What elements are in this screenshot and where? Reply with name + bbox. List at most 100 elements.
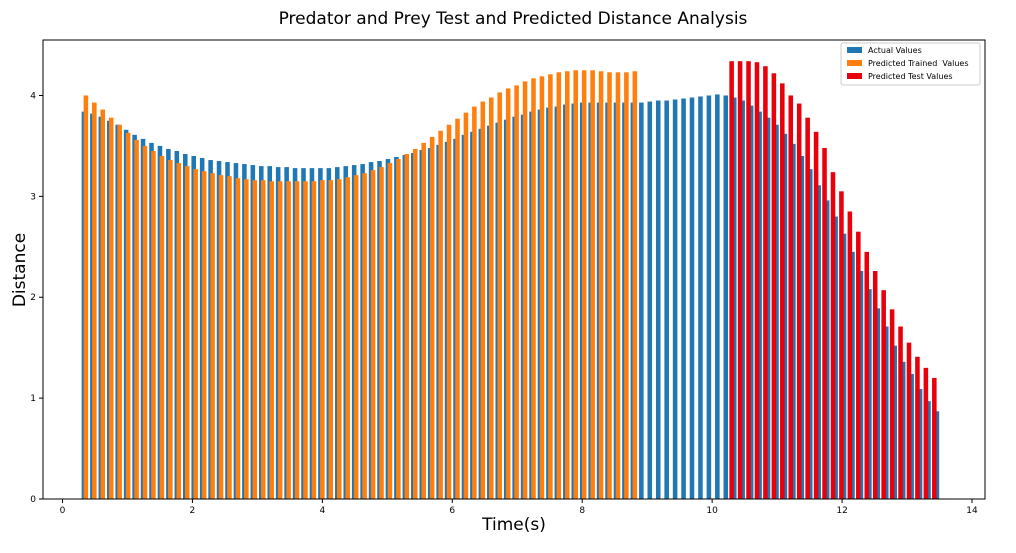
bar-1-51 <box>514 85 519 500</box>
bar-1-20 <box>252 180 258 499</box>
x-tick-label-2: 4 <box>319 506 325 516</box>
bar-2-11 <box>822 147 827 499</box>
bar-0-95 <box>883 326 889 499</box>
y-axis-label: Distance <box>10 233 30 307</box>
bar-1-56 <box>556 72 562 499</box>
legend-box <box>840 42 981 86</box>
bar-1-45 <box>463 112 469 499</box>
bar-1-16 <box>218 175 224 499</box>
x-tick-label-5: 10 <box>706 506 718 516</box>
bar-1-36 <box>387 163 393 499</box>
bar-1-27 <box>311 181 317 500</box>
bar-1-1 <box>92 102 97 500</box>
y-tick-label-3: 3 <box>30 192 36 202</box>
bar-2-7 <box>788 95 794 499</box>
bar-2-5 <box>771 73 777 499</box>
bar-1-48 <box>488 97 494 499</box>
bar-1-26 <box>303 181 308 500</box>
bar-1-62 <box>607 72 612 499</box>
bar-1-4 <box>117 124 122 500</box>
bar-1-32 <box>353 175 359 499</box>
bar-0-66 <box>639 102 644 500</box>
bar-0-77 <box>731 97 737 499</box>
bar-1-50 <box>505 88 511 500</box>
bar-2-15 <box>856 231 861 500</box>
bar-1-60 <box>590 70 595 499</box>
bar-2-6 <box>780 83 785 499</box>
bar-2-2 <box>746 61 751 500</box>
bar-1-13 <box>193 169 198 499</box>
bar-1-25 <box>294 181 300 500</box>
bar-0-74 <box>706 95 712 499</box>
bar-1-24 <box>286 181 291 500</box>
bar-0-86 <box>807 169 813 499</box>
legend-swatch-trained <box>847 60 862 66</box>
y-tick-label-4: 4 <box>30 91 36 101</box>
bar-2-4 <box>763 66 768 499</box>
bar-2-1 <box>737 61 743 500</box>
bar-0-96 <box>892 345 897 499</box>
bar-1-33 <box>362 173 367 499</box>
bar-0-87 <box>816 185 821 499</box>
legend-item-trained: Predicted Trained Values <box>847 59 969 68</box>
bar-0-70 <box>672 99 678 500</box>
bar-1-10 <box>168 160 173 500</box>
bar-1-41 <box>429 136 435 499</box>
bar-1-21 <box>260 180 266 499</box>
bar-1-5 <box>125 132 131 499</box>
bar-2-20 <box>898 326 903 499</box>
bar-1-28 <box>320 180 325 499</box>
bar-1-53 <box>531 78 536 499</box>
bar-1-55 <box>548 74 553 500</box>
chart-title: Predator and Prey Test and Predicted Dis… <box>279 9 748 29</box>
bar-1-12 <box>184 166 190 499</box>
bar-0-82 <box>774 124 779 500</box>
bar-1-0 <box>83 95 89 499</box>
bar-2-0 <box>729 61 734 500</box>
bar-1-17 <box>227 176 232 499</box>
bar-2-3 <box>754 62 760 499</box>
bar-1-54 <box>539 76 545 499</box>
x-axis: 0 2 4 6 8 10 12 14 <box>60 499 978 516</box>
bar-1-59 <box>581 70 587 499</box>
bar-1-18 <box>235 178 241 499</box>
bar-1-14 <box>201 171 207 499</box>
bar-1-29 <box>328 180 334 499</box>
x-tick-label-6: 12 <box>836 506 847 516</box>
legend-swatch-actual <box>847 47 862 53</box>
bar-0-79 <box>748 105 754 499</box>
bar-0-71 <box>681 98 686 499</box>
bar-1-23 <box>277 181 283 500</box>
bar-1-7 <box>142 145 148 500</box>
bar-0-75 <box>715 94 720 499</box>
bar-0-78 <box>740 100 745 499</box>
bar-2-16 <box>864 251 870 499</box>
bar-0-73 <box>698 96 703 500</box>
bar-0-101 <box>934 411 940 499</box>
x-tick-label-1: 2 <box>190 506 196 516</box>
series-1 <box>83 70 638 500</box>
bar-2-10 <box>813 131 819 500</box>
bar-0-67 <box>647 101 653 499</box>
legend: Actual Values Predicted Trained Values P… <box>840 42 981 86</box>
legend-item-test: Predicted Test Values <box>847 72 953 81</box>
bar-1-22 <box>269 181 274 500</box>
bar-1-39 <box>412 148 418 499</box>
bar-0-80 <box>757 111 762 500</box>
bar-1-46 <box>472 106 477 499</box>
bar-1-8 <box>151 150 156 499</box>
bar-0-91 <box>850 251 855 499</box>
legend-label-actual: Actual Values <box>868 46 922 55</box>
bar-1-47 <box>480 101 486 499</box>
bar-0-93 <box>867 289 872 499</box>
bar-0-92 <box>858 271 864 499</box>
bar-2-23 <box>923 367 929 499</box>
bar-2-24 <box>932 377 937 499</box>
bar-0-90 <box>841 233 847 499</box>
bar-2-9 <box>805 117 810 500</box>
bar-2-22 <box>915 356 920 499</box>
bar-1-57 <box>565 71 570 500</box>
x-tick-label-4: 8 <box>579 506 585 516</box>
